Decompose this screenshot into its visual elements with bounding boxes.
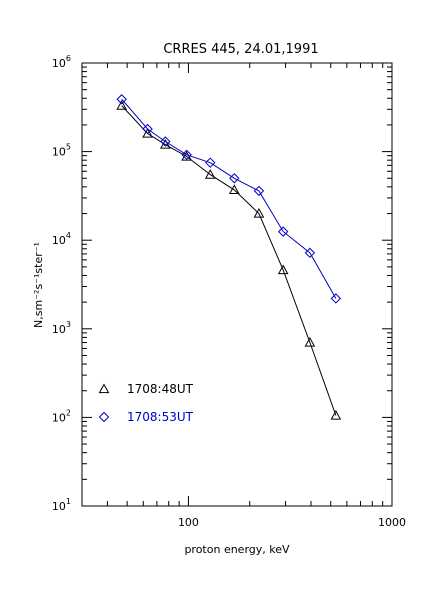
data-point: [277, 226, 289, 237]
data-point: [253, 185, 265, 197]
y-tick-label: 104: [52, 231, 71, 247]
series-2: [116, 94, 342, 304]
plot-frame: [81, 62, 393, 507]
x-axis-label: proton energy, keV: [184, 543, 290, 556]
series-line: [121, 105, 337, 416]
y-axis-label: N,sm⁻²s⁻¹ster⁻¹: [32, 242, 45, 328]
series-layer: [116, 94, 342, 420]
x-axis: 100 1000: [81, 63, 406, 529]
data-point: [116, 100, 128, 110]
data-point: [253, 207, 265, 218]
data-point: [181, 150, 193, 161]
y-tick-label: 102: [52, 408, 71, 424]
y-tick-label: 103: [52, 320, 71, 336]
y-tick-label: 105: [52, 143, 71, 159]
data-point: [304, 336, 316, 347]
data-point: [142, 127, 153, 138]
data-point: [330, 293, 342, 304]
y-tick-label: 101: [52, 497, 71, 513]
data-point: [116, 94, 127, 105]
legend-marker: [98, 383, 110, 394]
x-tick-label: 1000: [378, 516, 406, 529]
chart-title: CRRES 445, 24.01,1991: [163, 42, 318, 57]
legend-marker: [98, 411, 110, 423]
data-point: [142, 123, 153, 135]
y-axis: 101 102 103 104 105 106: [52, 54, 392, 513]
data-point: [228, 184, 240, 194]
legend: 1708:48UT 1708:53UT: [98, 382, 194, 424]
data-point: [277, 264, 289, 275]
series-line: [121, 98, 337, 299]
legend-item: 1708:53UT: [98, 410, 194, 424]
data-point: [204, 169, 216, 179]
data-point: [229, 173, 240, 184]
y-tick-label: 106: [52, 54, 71, 70]
series-1: [116, 100, 342, 420]
data-point: [330, 409, 342, 420]
legend-label: 1708:53UT: [127, 410, 194, 424]
x-tick-label: 100: [178, 516, 199, 529]
legend-label: 1708:48UT: [127, 382, 194, 396]
data-point: [304, 247, 316, 259]
data-point: [205, 157, 216, 168]
legend-item: 1708:48UT: [98, 382, 194, 396]
data-point: [181, 149, 192, 161]
data-point: [160, 136, 171, 147]
